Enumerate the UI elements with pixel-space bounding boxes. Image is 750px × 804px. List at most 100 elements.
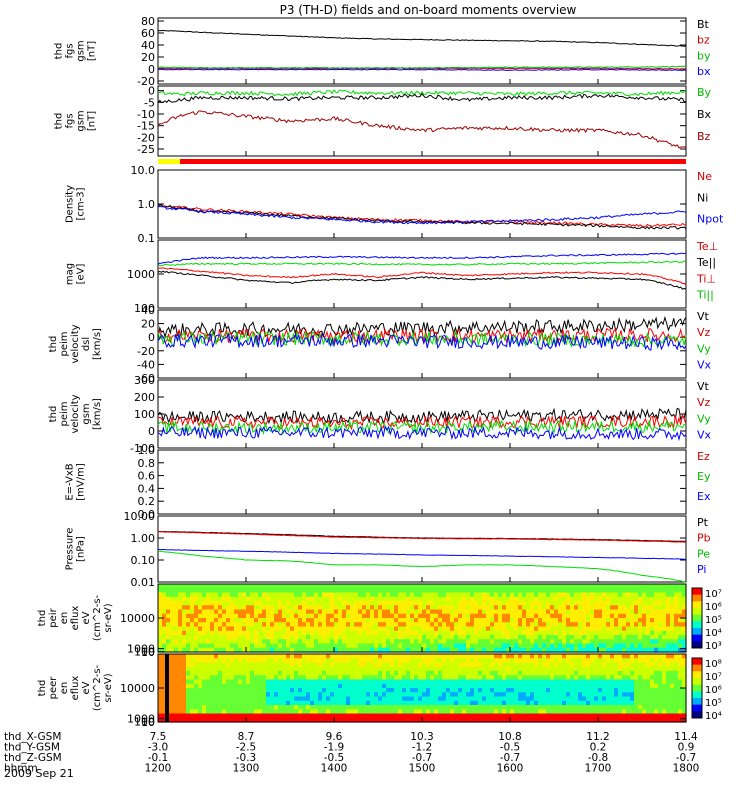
spectrogram-cell: [618, 700, 623, 706]
spectrogram-cell: [630, 596, 635, 602]
y-tick-label: 60: [141, 27, 155, 40]
spectrogram-cell: [366, 647, 371, 653]
spectrogram-cell: [546, 609, 551, 615]
spectrogram-cell: [230, 647, 235, 653]
spectrogram-cell: [574, 630, 579, 636]
spectrogram-cell: [426, 618, 431, 623]
spectrogram-cell: [318, 713, 323, 719]
spectrogram-cell: [590, 613, 595, 619]
spectrogram-cell: [630, 675, 635, 681]
y-tick-label: 0: [148, 85, 155, 98]
spectrogram-cell: [198, 592, 203, 598]
spectrogram-cell: [346, 671, 351, 676]
spectrogram-cell: [566, 622, 571, 628]
spectrogram-cell: [182, 654, 187, 659]
spectrogram-cell: [526, 626, 531, 632]
spectrogram-cell: [474, 717, 479, 723]
spectrogram-cell: [482, 688, 487, 693]
spectrogram-cell: [478, 601, 483, 606]
spectrogram-cell: [542, 601, 547, 606]
spectrogram-cell: [466, 666, 471, 672]
spectrogram-cell: [418, 596, 423, 602]
spectrogram-cell: [326, 700, 331, 706]
spectrogram-cell: [306, 605, 311, 611]
spectrogram-cell: [198, 654, 203, 659]
spectrogram-cell: [358, 675, 363, 681]
spectrogram-cell: [546, 584, 551, 589]
spectrogram-cell: [586, 647, 591, 653]
spectrogram-cell: [582, 709, 587, 715]
spectrogram-cell: [310, 605, 315, 611]
spectrogram-cell: [434, 700, 439, 706]
spectrogram-cell: [494, 683, 499, 689]
spectrogram-cell: [574, 700, 579, 706]
spectrogram-cell: [670, 675, 675, 681]
spectrogram-cell: [198, 635, 203, 640]
spectrogram-cell: [290, 635, 295, 640]
spectrogram-cell: [178, 618, 183, 623]
spectrogram-cell: [554, 709, 559, 715]
spectrogram-cell: [630, 609, 635, 615]
spectrogram-cell: [350, 635, 355, 640]
spectrogram-cell: [502, 647, 507, 653]
spectrogram-cell: [622, 609, 627, 615]
spectrogram-cell: [598, 601, 603, 606]
spectrogram-cell: [294, 696, 299, 702]
spectrogram-cell: [310, 692, 315, 698]
spectrogram-cell: [314, 613, 319, 619]
spectrogram-cell: [618, 692, 623, 698]
spectrogram-cell: [602, 654, 607, 659]
spectrogram-cell: [242, 666, 247, 672]
spectrogram-cell: [626, 643, 631, 649]
spectrogram-cell: [530, 584, 535, 589]
spectrogram-cell: [206, 666, 211, 672]
spectrogram-cell: [494, 609, 499, 615]
spectrogram-cell: [282, 713, 287, 719]
spectrogram-cell: [494, 688, 499, 693]
spectrogram-cell: [250, 675, 255, 681]
spectrogram-cell: [582, 696, 587, 702]
spectrogram-cell: [406, 592, 411, 598]
spectrogram-cell: [646, 618, 651, 623]
spectrogram-cell: [334, 609, 339, 615]
spectrogram-cell: [682, 654, 687, 659]
spectrogram-cell: [626, 647, 631, 653]
spectrogram-cell: [306, 696, 311, 702]
y-tick-label: 100: [134, 408, 155, 421]
spectrogram-cell: [342, 605, 347, 611]
spectrogram-cell: [234, 679, 239, 685]
spectrogram-cell: [530, 622, 535, 628]
spectrogram-cell: [662, 605, 667, 611]
spectrogram-cell: [190, 618, 195, 623]
spectrogram-cell: [398, 622, 403, 628]
spectrogram-cell: [230, 717, 235, 723]
spectrogram-cell: [214, 705, 219, 710]
spectrogram-cell: [274, 601, 279, 606]
spectrogram-cell: [666, 713, 671, 719]
spectrogram-cell: [318, 717, 323, 723]
spectrogram-cell: [418, 658, 423, 664]
spectrogram-cell: [310, 592, 315, 598]
spectrogram-cell: [370, 635, 375, 640]
spectrogram-cell: [406, 696, 411, 702]
spectrogram-cell: [518, 630, 523, 636]
spectrogram-cell: [526, 666, 531, 672]
spectrogram-cell: [554, 713, 559, 719]
spectrogram-cell: [306, 588, 311, 594]
spectrogram-cell: [314, 592, 319, 598]
spectrogram-cell: [450, 613, 455, 619]
spectrogram-cell: [214, 601, 219, 606]
spectrogram-cell: [586, 709, 591, 715]
spectrogram-cell: [374, 675, 379, 681]
spectrogram-cell: [226, 696, 231, 702]
spectrogram-cell: [186, 643, 191, 649]
spectrogram-cell: [190, 622, 195, 628]
spectrogram-cell: [422, 596, 427, 602]
spectrogram-cell: [554, 618, 559, 623]
spectrogram-cell: [222, 618, 227, 623]
spectrogram-cell: [330, 662, 335, 668]
spectrogram-cell: [670, 588, 675, 594]
spectrogram-cell: [450, 654, 455, 659]
spectrogram-cell: [450, 630, 455, 636]
spectrogram-cell: [606, 713, 611, 719]
